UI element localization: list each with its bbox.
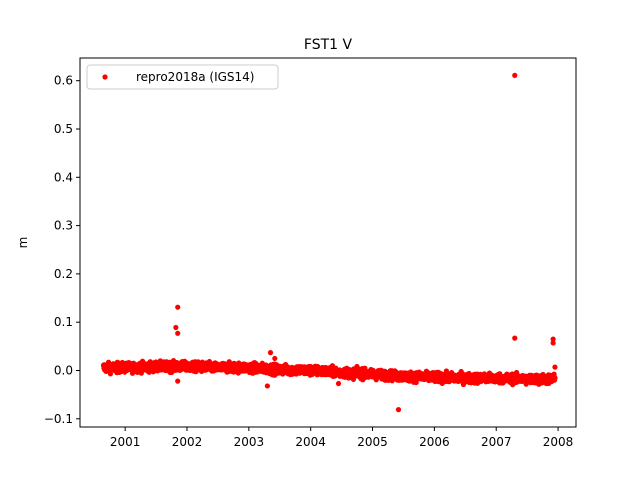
x-tick-label: 2007 xyxy=(481,435,512,449)
x-tick-label: 2001 xyxy=(110,435,141,449)
data-point-outlier xyxy=(173,324,179,331)
x-tick-label: 2002 xyxy=(172,435,203,449)
data-point-outlier xyxy=(512,72,518,78)
y-tick-label: 0.1 xyxy=(54,315,73,329)
x-tick-label: 2005 xyxy=(357,435,388,449)
x-tick-label: 2006 xyxy=(419,435,450,449)
data-point-outlier xyxy=(550,336,556,342)
data-point-outlier xyxy=(175,330,181,336)
y-tick-label: 0.4 xyxy=(54,170,73,184)
data-point xyxy=(552,375,558,381)
x-tick-label: 2004 xyxy=(295,435,326,449)
y-tick-label: 0.6 xyxy=(54,74,73,88)
data-point-outlier xyxy=(264,383,270,389)
data-point-outlier xyxy=(175,378,181,384)
legend-box xyxy=(86,64,279,90)
data-point-outlier xyxy=(552,364,558,370)
y-tick-label: −0.1 xyxy=(44,412,73,426)
x-tick-label: 2003 xyxy=(234,435,265,449)
data-point-outlier xyxy=(267,350,274,356)
legend: repro2018a (IGS14) xyxy=(86,64,279,90)
data-points xyxy=(100,72,558,413)
data-point-outlier xyxy=(550,340,556,346)
plot-frame xyxy=(79,57,577,428)
y-tick-label: 0.2 xyxy=(54,267,73,281)
y-tick-label: 0.3 xyxy=(54,219,73,233)
y-tick-label: 0.5 xyxy=(54,122,73,136)
chart-title: FST1 V xyxy=(304,37,353,53)
data-point-outlier xyxy=(175,304,181,310)
x-tick-label: 2008 xyxy=(543,435,574,449)
legend-label: repro2018a (IGS14) xyxy=(136,70,254,84)
legend-marker xyxy=(102,74,108,80)
y-tick-label: 0.0 xyxy=(54,363,73,377)
x-axis: 2001 2002 2003 2004 2005 2006 2007 2008 xyxy=(110,427,573,449)
data-point-outlier xyxy=(335,380,342,387)
data-point-outlier xyxy=(395,407,402,413)
y-axis: −0.1 0.0 0.1 0.2 0.3 0.4 0.5 0.6 xyxy=(44,74,80,426)
y-axis-label: m xyxy=(16,237,30,249)
data-point-outlier xyxy=(512,335,518,341)
data-point-outlier xyxy=(272,355,278,362)
